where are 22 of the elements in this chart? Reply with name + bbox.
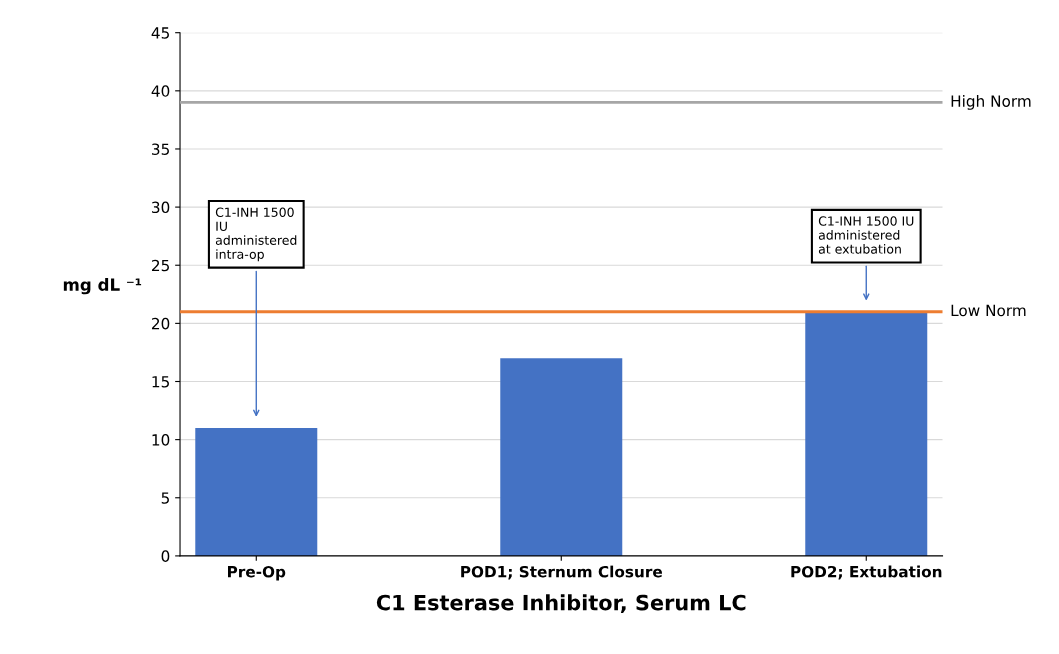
ref-line-label: Low Norm [951,304,1026,317]
y-tick-label: 30 [152,201,170,214]
y-axis-title: mg dL ⁻¹ [63,278,142,295]
y-tick-label: 20 [151,317,170,330]
y-tick-label: 40 [151,85,170,97]
x-axis-title: C1 Esterase Inhibitor, Serum LC [376,594,746,614]
ref-line-label: High Norm [951,95,1031,110]
y-tick-label: 5 [161,492,169,504]
y-tick-label: 15 [152,376,169,388]
bar [805,311,928,556]
y-tick-label: 25 [151,259,169,272]
y-tick-label: 10 [152,434,170,446]
y-tick-label: 35 [152,143,169,155]
annotation: C1-INH 1500 IU administered at extubation [818,216,914,254]
y-tick-label: 45 [151,27,169,39]
bar [195,428,318,556]
x-tick-label: POD2; Extubation [791,565,942,580]
y-tick-label: 0 [161,550,170,562]
x-tick-label: Pre-Op [228,565,286,581]
x-tick-label: POD1; Sternum Closure [461,565,662,580]
annotation: C1-INH 1500 IU administered intra-op [215,207,297,262]
bar [500,358,623,556]
